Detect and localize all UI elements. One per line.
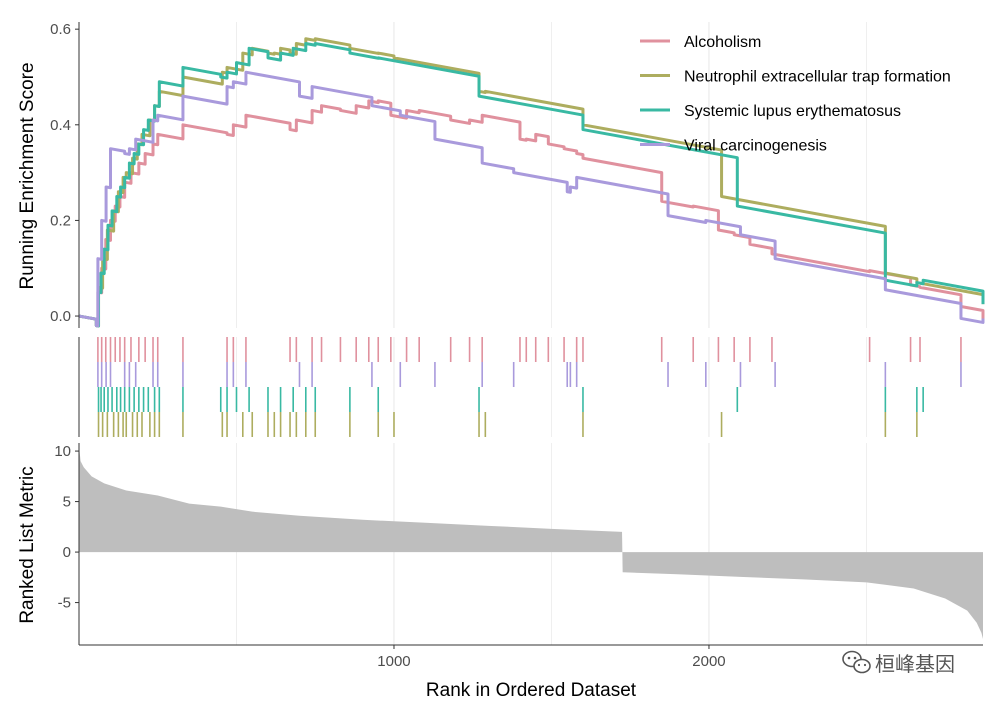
es-ytick-label: 0.4: [50, 117, 71, 134]
es-ytick-label: 0.0: [50, 308, 71, 325]
es-line-viral-carcinogenesis: [78, 70, 985, 328]
metric-ytick-label: -5: [58, 595, 71, 612]
hit-ticks: [97, 337, 962, 437]
es-gridlines: [236, 22, 867, 328]
metric-ytick-label: 5: [63, 494, 71, 511]
es-series-lines: [78, 37, 985, 328]
es-ytick-label: 0.6: [50, 21, 71, 38]
legend: Alcoholism Neutrophil extracellular trap …: [640, 34, 951, 155]
legend-label: Systemic lupus erythematosus: [684, 103, 901, 120]
x-tick-label: 1000: [377, 653, 410, 670]
metric-y-ticks: 10 5 0 -5: [54, 443, 79, 612]
es-ylabel: Running Enrichment Score: [17, 62, 38, 289]
watermark: 桓峰基因: [842, 650, 955, 676]
x-tick-label: 2000: [692, 653, 725, 670]
legend-label: Neutrophil extracellular trap formation: [684, 69, 951, 86]
watermark-text: 桓峰基因: [875, 652, 955, 676]
legend-label: Alcoholism: [684, 34, 761, 51]
metric-ytick-label: 0: [63, 544, 71, 561]
legend-label: Viral carcinogenesis: [684, 138, 827, 155]
metric-ytick-label: 10: [54, 443, 71, 460]
es-line-alcoholism: [78, 99, 985, 328]
enrichment-panel: 0.0 0.2 0.4 0.6 Running Enrichment Score: [17, 21, 985, 328]
metric-ylabel: Ranked List Metric: [17, 466, 38, 623]
hits-gridlines: [236, 337, 867, 437]
es-line-systemic-lupus-erythematosus: [78, 42, 985, 328]
es-ytick-label: 0.2: [50, 212, 71, 229]
hits-panel: [78, 337, 962, 437]
wechat-icon: [842, 650, 871, 674]
metric-x-ticks: 1000 2000: [377, 645, 726, 670]
metric-panel: 10 5 0 -5 1000 2000 Ranked List Metric Rank …: [17, 443, 983, 701]
es-y-ticks: 0.0 0.2 0.4 0.6: [50, 21, 79, 325]
ranked-metric-area: [79, 446, 983, 639]
x-axis-label: Rank in Ordered Dataset: [426, 680, 637, 701]
